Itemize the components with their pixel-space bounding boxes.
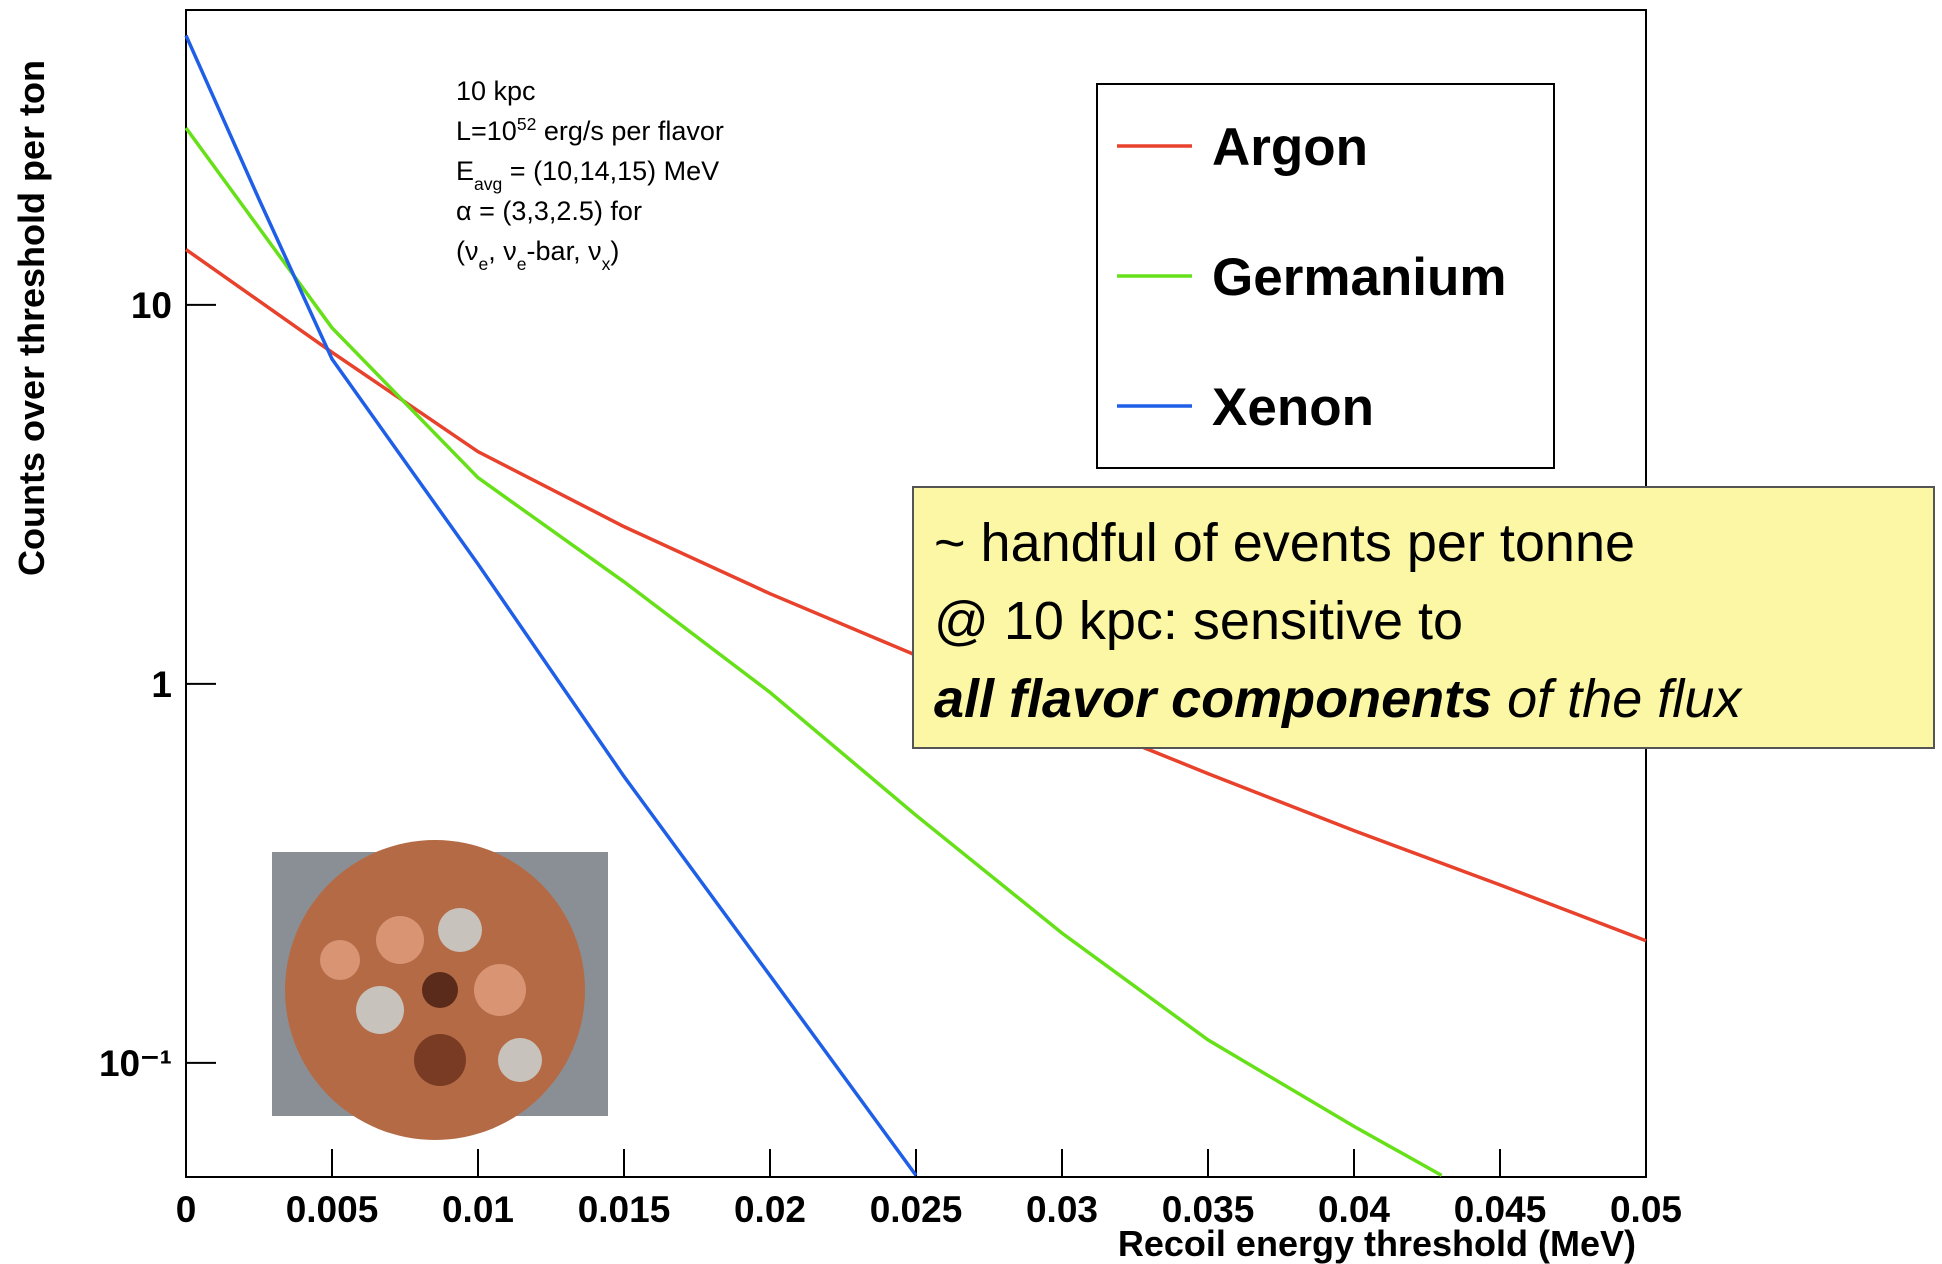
x-tick-label: 0 bbox=[176, 1189, 197, 1230]
y-tick-label: 10 bbox=[131, 285, 172, 326]
x-tick-label: 0.01 bbox=[442, 1189, 514, 1230]
legend-label: Germanium bbox=[1212, 248, 1507, 307]
callout: ~ handful of events per tonne @ 10 kpc: s… bbox=[912, 486, 1935, 749]
annotation-part: , ν bbox=[488, 236, 517, 266]
series-line bbox=[184, 34, 918, 1177]
callout-text: @ 10 kpc: sensitive to bbox=[934, 591, 1463, 651]
callout-text-part: ~ handful of events per tonne bbox=[934, 513, 1635, 573]
annotation-part: ) bbox=[610, 236, 619, 266]
series-line bbox=[184, 126, 1443, 1177]
annotation-part: 10 kpc bbox=[456, 76, 536, 106]
annotation-part: α = (3,3,2.5) for bbox=[456, 196, 642, 226]
x-tick-label: 0.03 bbox=[1026, 1189, 1098, 1230]
x-tick-label: 0.025 bbox=[870, 1189, 963, 1230]
detector-photo bbox=[272, 840, 608, 1140]
x-tick-label: 0.035 bbox=[1162, 1189, 1255, 1230]
annotation: α = (3,3,2.5) for bbox=[456, 196, 642, 226]
callout-text-part: all flavor components bbox=[934, 669, 1492, 729]
annotation: Eavg = (10,14,15) MeV bbox=[456, 156, 719, 194]
annotation-part: e bbox=[517, 254, 527, 274]
annotation-part: -bar, ν bbox=[527, 236, 602, 266]
x-tick-label: 0.05 bbox=[1610, 1189, 1682, 1230]
annotation-part: e bbox=[479, 254, 489, 274]
legend-label: Argon bbox=[1212, 118, 1368, 177]
annotation: 10 kpc bbox=[456, 76, 536, 106]
annotation-part: erg/s per flavor bbox=[536, 116, 724, 146]
annotation-part: 52 bbox=[517, 114, 537, 134]
x-axis-label: Recoil energy threshold (MeV) bbox=[1118, 1223, 1636, 1264]
y-tick-label: 1 bbox=[151, 664, 172, 705]
x-tick-label: 0.005 bbox=[286, 1189, 379, 1230]
x-tick-label: 0.045 bbox=[1454, 1189, 1547, 1230]
annotation-part: (ν bbox=[456, 236, 479, 266]
annotation-part: x bbox=[602, 254, 611, 274]
annotation-part: avg bbox=[474, 174, 502, 194]
x-tick-label: 0.02 bbox=[734, 1189, 806, 1230]
callout-text: all flavor components of the flux bbox=[934, 669, 1743, 729]
callout-box bbox=[912, 486, 1935, 749]
y-tick-label: 10⁻¹ bbox=[99, 1043, 172, 1084]
callout-text-part: @ 10 kpc: sensitive to bbox=[934, 591, 1463, 651]
annotation-part: E bbox=[456, 156, 474, 186]
legend-label: Xenon bbox=[1212, 378, 1374, 437]
annotation: (νe, νe-bar, νx) bbox=[456, 236, 619, 274]
annotation: L=1052 erg/s per flavor bbox=[456, 114, 724, 146]
annotation-part: = (10,14,15) MeV bbox=[502, 156, 719, 186]
callout-text: ~ handful of events per tonne bbox=[934, 513, 1635, 573]
x-tick-label: 0.04 bbox=[1318, 1189, 1390, 1230]
y-axis-label: Counts over threshold per ton bbox=[11, 60, 52, 576]
annotation-part: L=10 bbox=[456, 116, 517, 146]
x-tick-label: 0.015 bbox=[578, 1189, 671, 1230]
callout-text-part: of the flux bbox=[1492, 669, 1743, 729]
